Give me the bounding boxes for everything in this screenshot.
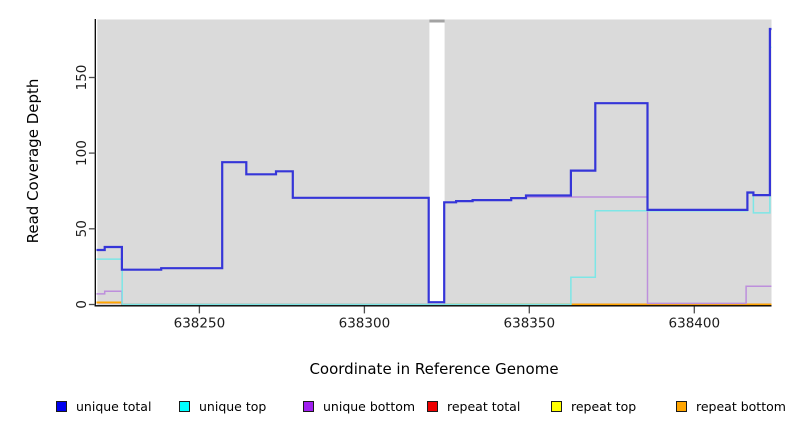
legend-swatch-unique-bottom [303, 400, 314, 412]
y-tick-label: 100 [74, 140, 90, 166]
legend: unique total unique top unique bottom repea… [0, 397, 792, 417]
x-tick-label: 638250 [174, 316, 226, 332]
missing-data-band [429, 22, 445, 306]
legend-item-unique-bottom: unique bottom [303, 397, 415, 415]
x-tick-label: 638300 [339, 316, 391, 332]
legend-swatch-unique-top [179, 400, 190, 412]
legend-swatch-unique-total [56, 400, 67, 412]
missing-data-band-cap [429, 19, 445, 23]
legend-swatch-repeat-total [427, 400, 438, 412]
y-axis-title: Read Coverage Depth [24, 78, 42, 244]
legend-label: unique total [76, 398, 152, 414]
legend-label: unique top [199, 398, 267, 414]
y-tick-label: 50 [74, 220, 90, 237]
legend-label: repeat total [447, 398, 521, 414]
legend-item-repeat-bottom: repeat bottom [676, 397, 786, 415]
y-tick-label: 0 [74, 300, 90, 309]
y-tick-label: 150 [74, 65, 90, 91]
x-tick-label: 638400 [669, 316, 721, 332]
legend-item-repeat-total: repeat total [427, 397, 520, 415]
legend-swatch-repeat-bottom [676, 400, 687, 412]
legend-item-unique-total: unique total [56, 397, 151, 415]
legend-label: repeat top [571, 398, 637, 414]
legend-label: unique bottom [323, 398, 416, 414]
legend-swatch-repeat-top [551, 400, 562, 412]
series-unique-total [96, 27, 772, 304]
legend-item-repeat-top: repeat top [551, 397, 636, 415]
x-tick-label: 638350 [504, 316, 556, 332]
x-axis-title: Coordinate in Reference Genome [309, 360, 559, 378]
legend-label: repeat bottom [696, 398, 786, 414]
legend-item-unique-top: unique top [179, 397, 266, 415]
